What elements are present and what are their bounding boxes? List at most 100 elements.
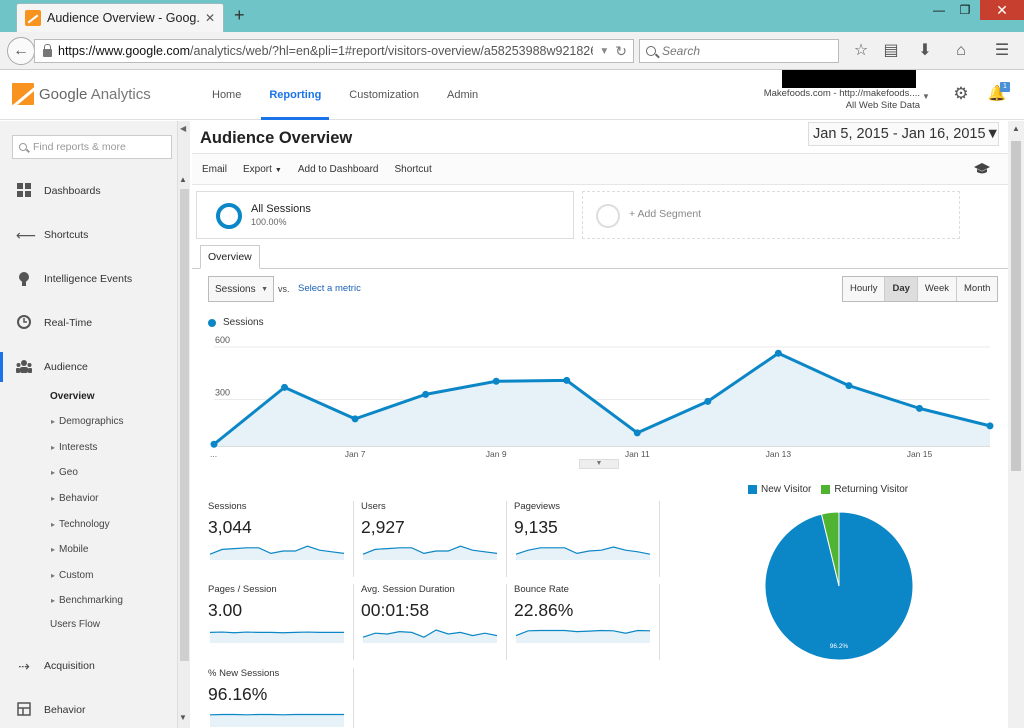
google-analytics-logo[interactable]: Google Analytics [12, 83, 151, 105]
sidebar-item-real-time[interactable]: Real-Time [0, 308, 177, 338]
tab-title: Audience Overview - Goog... [47, 11, 201, 25]
minimize-icon[interactable]: — [933, 3, 945, 17]
main-scroll-thumb[interactable] [1011, 141, 1021, 471]
scorecard-users[interactable]: Users 2,927 [361, 501, 507, 577]
nav-admin[interactable]: Admin [447, 89, 479, 101]
reload-icon[interactable]: ↻ [615, 42, 627, 59]
reading-list-icon[interactable]: ▤ [883, 42, 899, 59]
pie-slice-returning-visitor[interactable] [820, 511, 840, 587]
sidebar-sub-behavior[interactable]: Behavior [51, 493, 99, 504]
scorecard-sessions[interactable]: Sessions 3,044 [208, 501, 354, 577]
sidebar-sub-users-flow[interactable]: Users Flow [50, 619, 101, 630]
scorecard-pageviews[interactable]: Pageviews 9,135 [514, 501, 660, 577]
granularity-day[interactable]: Day [885, 277, 918, 301]
sidebar-sub-custom[interactable]: Custom [51, 570, 94, 581]
date-range-picker[interactable]: Jan 5, 2015 - Jan 16, 2015 ▼ [808, 122, 1000, 146]
granularity-week[interactable]: Week [918, 277, 958, 301]
nav-home[interactable]: Home [212, 89, 242, 101]
settings-gear-icon[interactable]: ⚙ [953, 84, 969, 103]
graduation-cap-icon[interactable] [974, 163, 990, 175]
sparkline-line [362, 629, 498, 638]
account-selector[interactable]: Makefoods.com - http://makefoods.... All… [750, 88, 920, 112]
scorecard-pages-per-session[interactable]: Pages / Session 3.00 [208, 584, 354, 660]
download-arrow-icon[interactable]: ⬇ [918, 42, 932, 59]
redacted-block [782, 70, 916, 88]
sparkline-area [210, 546, 344, 560]
new-tab-button[interactable]: + [234, 5, 245, 25]
sessions-data-point[interactable] [915, 404, 923, 412]
add-segment-box[interactable]: + Add Segment [582, 191, 960, 239]
bookmark-star-icon[interactable]: ☆ [853, 42, 869, 59]
sidebar-scrollbar[interactable]: ▲ ▼ [178, 121, 190, 728]
sessions-data-point[interactable] [351, 415, 359, 423]
sidebar-item-dashboards[interactable]: Dashboards [0, 176, 177, 206]
collapse-sidebar-icon[interactable]: ◀ [180, 124, 187, 133]
sidebar-item-intelligence-events[interactable]: Intelligence Events [0, 264, 177, 294]
ga-header: Google Analytics Home Reporting Customiz… [0, 70, 1024, 120]
browser-tab[interactable]: Audience Overview - Goog... ✕ [16, 3, 224, 32]
sidebar-sub-interests[interactable]: Interests [51, 442, 97, 453]
tab-close-icon[interactable]: ✕ [204, 11, 215, 25]
home-icon[interactable]: ⌂ [956, 42, 966, 59]
scroll-up-icon[interactable]: ▲ [1012, 124, 1020, 133]
back-arrow-icon[interactable]: ← [7, 37, 35, 65]
sidebar-item-audience[interactable]: Audience [0, 352, 177, 382]
sidebar-item-shortcuts[interactable]: ⟵ Shortcuts [16, 227, 89, 243]
metric-select[interactable]: Sessions ▼ [208, 276, 274, 302]
export-button[interactable]: Export ▼ [243, 163, 282, 175]
restore-icon[interactable]: ❐ [959, 3, 971, 17]
sessions-data-point[interactable] [422, 390, 430, 398]
email-button[interactable]: Email [202, 163, 228, 175]
address-bar[interactable]: https://www.google.com/analytics/web/?hl… [34, 39, 634, 63]
shortcut-button[interactable]: Shortcut [394, 163, 432, 175]
report-search-input[interactable]: Find reports & more [12, 135, 172, 159]
notifications-bell-icon[interactable]: 🔔 1 [987, 82, 1010, 104]
account-dropdown-icon[interactable]: ▼ [922, 92, 930, 101]
scorecard-bounce-rate[interactable]: Bounce Rate 22.86% [514, 584, 660, 660]
sessions-data-point[interactable] [845, 382, 853, 390]
browser-search-input[interactable]: Search [639, 39, 839, 63]
sessions-line-chart: 600 300... Jan 7 Jan 9 Jan 11 Jan 13 Jan 15 [210, 335, 994, 459]
scorecard-avg-session-duration[interactable]: Avg. Session Duration 00:01:58 [361, 584, 507, 660]
browser-titlebar: Audience Overview - Goog... ✕ + — ❐ ✕ [0, 0, 1024, 32]
select-metric-link[interactable]: Select a metric [298, 283, 361, 294]
sidebar-sub-overview[interactable]: Overview [50, 391, 95, 402]
sparkline [515, 546, 651, 560]
sessions-data-point[interactable] [563, 376, 571, 384]
window-close-icon[interactable]: ✕ [980, 0, 1024, 20]
sessions-data-point[interactable] [281, 383, 289, 391]
nav-customization[interactable]: Customization [349, 89, 419, 101]
scroll-up-icon[interactable]: ▲ [179, 175, 187, 184]
main-scrollbar[interactable]: ▲ [1008, 121, 1024, 728]
url-dropdown-icon[interactable]: ▼ [599, 45, 610, 57]
sessions-data-point[interactable] [210, 440, 218, 448]
hamburger-menu-icon[interactable]: ☰ [994, 42, 1010, 59]
sessions-data-point[interactable] [492, 377, 500, 385]
segment-ring-icon [216, 203, 242, 229]
granularity-month[interactable]: Month [964, 283, 991, 294]
segment-all-sessions[interactable]: All Sessions 100.00% [196, 191, 574, 239]
sessions-data-point[interactable] [986, 422, 994, 430]
nav-reporting[interactable]: Reporting [255, 70, 335, 120]
scroll-down-icon[interactable]: ▼ [179, 713, 187, 722]
sparkline-area [210, 632, 344, 643]
sidebar-item-behavior[interactable]: Behavior [0, 695, 177, 725]
granularity-hourly[interactable]: Hourly [843, 277, 886, 301]
search-icon [19, 143, 27, 151]
sessions-data-point[interactable] [633, 429, 641, 437]
expand-chart-handle[interactable]: ▼ [579, 459, 619, 469]
sidebar-sub-geo[interactable]: Geo [51, 467, 78, 478]
sidebar-sub-technology[interactable]: Technology [51, 519, 110, 530]
sidebar-sub-mobile[interactable]: Mobile [51, 544, 89, 555]
scorecard-new-sessions[interactable]: % New Sessions 96.16% [208, 668, 354, 728]
sidebar-scroll-thumb[interactable] [180, 189, 189, 661]
tab-overview[interactable]: Overview [200, 245, 260, 269]
sessions-data-point[interactable] [774, 349, 782, 357]
sidebar-sub-demographics[interactable]: Demographics [51, 416, 124, 427]
sessions-data-point[interactable] [704, 397, 712, 405]
scorecard-label: Bounce Rate [514, 584, 569, 595]
scorecard-value: 96.16% [208, 684, 268, 704]
sidebar-sub-benchmarking[interactable]: Benchmarking [51, 595, 123, 606]
sidebar-item-acquisition[interactable]: ⇢ Acquisition [0, 651, 177, 681]
add-to-dashboard-button[interactable]: Add to Dashboard [297, 163, 379, 175]
